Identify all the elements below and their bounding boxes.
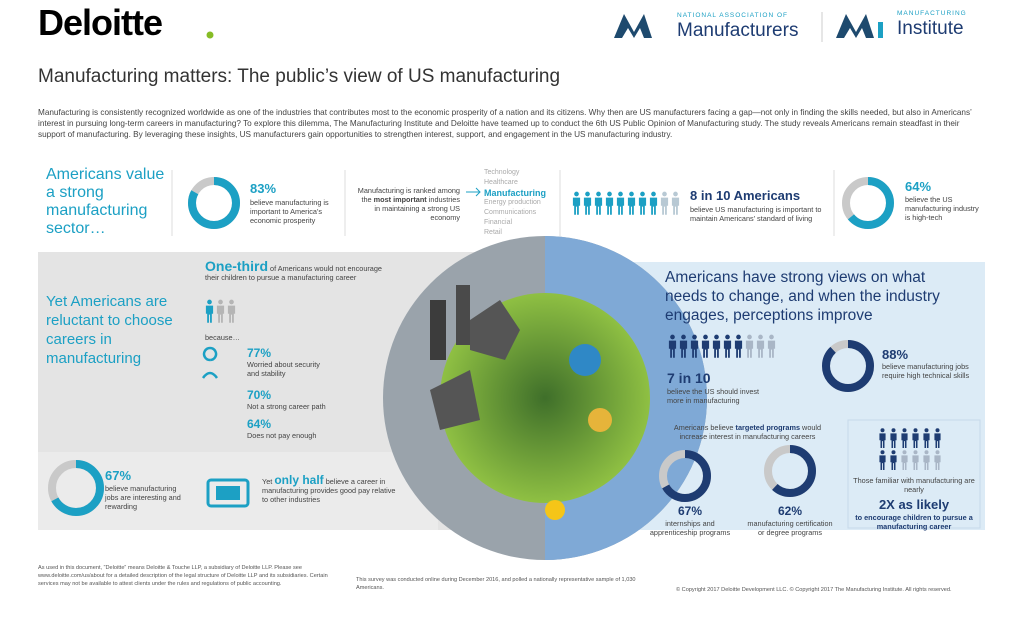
person-icon	[649, 191, 658, 215]
programs-post: would increase interest in manufacturing…	[679, 423, 822, 441]
because: because…	[205, 333, 240, 342]
programs-pre: Americans believe	[673, 423, 734, 432]
section-heading: Yet Americans are reluctant to choose ca…	[46, 293, 173, 367]
chimney	[430, 300, 446, 360]
donut-arc	[659, 450, 711, 502]
section-heading: Americans value a strong manufacturing s…	[46, 166, 165, 237]
ranking-text: Manufacturing is ranked among the most i…	[355, 186, 460, 222]
logo-dot	[206, 31, 214, 39]
person-icon	[660, 191, 669, 215]
mi-icon-bar	[878, 22, 883, 38]
program-text: manufacturing certification or degree pr…	[747, 519, 833, 537]
stat: 8 in 10 Americans	[690, 188, 801, 203]
programs-text: Americans believe targeted programs woul…	[660, 423, 835, 441]
stat: 83%	[250, 181, 277, 196]
footer-copyright: © Copyright 2017 Deloitte Development LL…	[676, 587, 952, 593]
stat: 7 in 10	[667, 370, 711, 386]
donut-arc	[764, 445, 816, 497]
reason-stat: 77%	[247, 346, 272, 360]
footer-survey: This survey was conducted online during …	[356, 577, 636, 591]
person-icon	[638, 191, 647, 215]
machine	[588, 408, 612, 432]
section-heading: Americans have strong views on what need…	[665, 269, 940, 324]
ranking-item: Financial	[484, 219, 513, 226]
program-stat: 62%	[777, 504, 803, 518]
programs-bold: targeted programs	[735, 423, 801, 432]
ranking-pre: Manufacturing is ranked among the	[357, 186, 460, 204]
person-icon	[671, 191, 680, 215]
nam-big: Manufacturers	[677, 20, 799, 41]
ranking-item: Retail	[484, 229, 502, 236]
one-third-text: of Americans would not encourage their c…	[205, 264, 382, 282]
familiar-box	[847, 419, 981, 529]
stat-text: believe manufacturing jobs require high …	[882, 362, 970, 380]
reason-text: Not a strong career path	[247, 402, 326, 411]
familiar-stat: 2X as likely	[878, 497, 950, 512]
stat-text: believe manufacturing jobs are interesti…	[105, 484, 181, 511]
stat: 64%	[905, 179, 932, 194]
program-text: internships and apprenticeship programs	[649, 519, 731, 537]
stat: 88%	[882, 347, 909, 362]
ranking-item: Healthcare	[484, 179, 518, 186]
logo: Deloitte	[38, 2, 163, 43]
one-third-bold: One-third	[205, 258, 268, 274]
money-icon	[206, 478, 250, 508]
donuts	[48, 177, 894, 516]
mi-icon	[836, 14, 874, 38]
money-icon	[216, 486, 240, 500]
familiar-post: to encourage children to pursue a manufa…	[855, 513, 973, 531]
donut-arc	[48, 460, 104, 516]
person-icon	[616, 191, 625, 215]
footer-legal: As used in this document, “Deloitte” mea…	[38, 565, 328, 587]
pay-pre: Yet	[262, 477, 273, 486]
ranking-post: industries in maintaining a strong US ec…	[374, 195, 460, 222]
donut-arc	[842, 177, 894, 229]
reason-text: Does not pay enough	[247, 431, 317, 440]
title: Manufacturing matters: The public’s view…	[38, 66, 561, 87]
chimney	[456, 285, 470, 345]
sun	[545, 500, 565, 520]
machine	[569, 344, 601, 376]
reason-stat: 64%	[247, 417, 272, 431]
person-icon	[594, 191, 603, 215]
one-third: One-third of Americans would not encoura…	[205, 259, 395, 282]
factory	[430, 300, 520, 430]
reason-text: Worried about security and stability	[247, 360, 320, 378]
mi-small: MANUFACTURING	[897, 10, 967, 17]
stat-text: believe the US should invest more in man…	[667, 387, 760, 405]
intro: Manufacturing is consistently recognized…	[38, 108, 972, 139]
ranking-list: Technology Healthcare Manufacturing Energy …	[484, 168, 546, 238]
person-icon	[627, 191, 636, 215]
stat-text: believe manufacturing is important to Am…	[250, 198, 329, 225]
ranking-item: Energy production	[484, 199, 541, 206]
stat-text: believe the US manufacturing industry is…	[905, 195, 979, 222]
nam-small: NATIONAL ASSOCIATION OF	[677, 12, 789, 19]
pay-bold: only half	[274, 473, 324, 487]
familiar-pre: Those familiar with manufacturing are ne…	[853, 476, 975, 494]
ranking-item: Technology	[484, 169, 520, 176]
nam-icon	[614, 14, 652, 38]
ranking-bold: most important	[373, 195, 427, 204]
stat: 67%	[105, 468, 132, 483]
pay-text: Yet only half believe a career in manufa…	[262, 473, 397, 504]
mi-big: Institute	[897, 18, 964, 39]
arrow	[466, 187, 481, 197]
donut-arc	[822, 340, 874, 392]
worry-icon	[201, 346, 219, 379]
donut-arc	[188, 177, 240, 229]
person-icon	[605, 191, 614, 215]
person-icon	[572, 191, 581, 215]
ranking-item: Communications	[484, 209, 537, 216]
person-icon	[583, 191, 592, 215]
stat-text: believe US manufacturing is important to…	[690, 205, 822, 223]
pay-post: believe a career in manufacturing provid…	[262, 477, 396, 504]
ranking-item: Manufacturing	[484, 188, 546, 198]
program-stat: 67%	[677, 504, 703, 518]
reason-stat: 70%	[247, 388, 272, 402]
